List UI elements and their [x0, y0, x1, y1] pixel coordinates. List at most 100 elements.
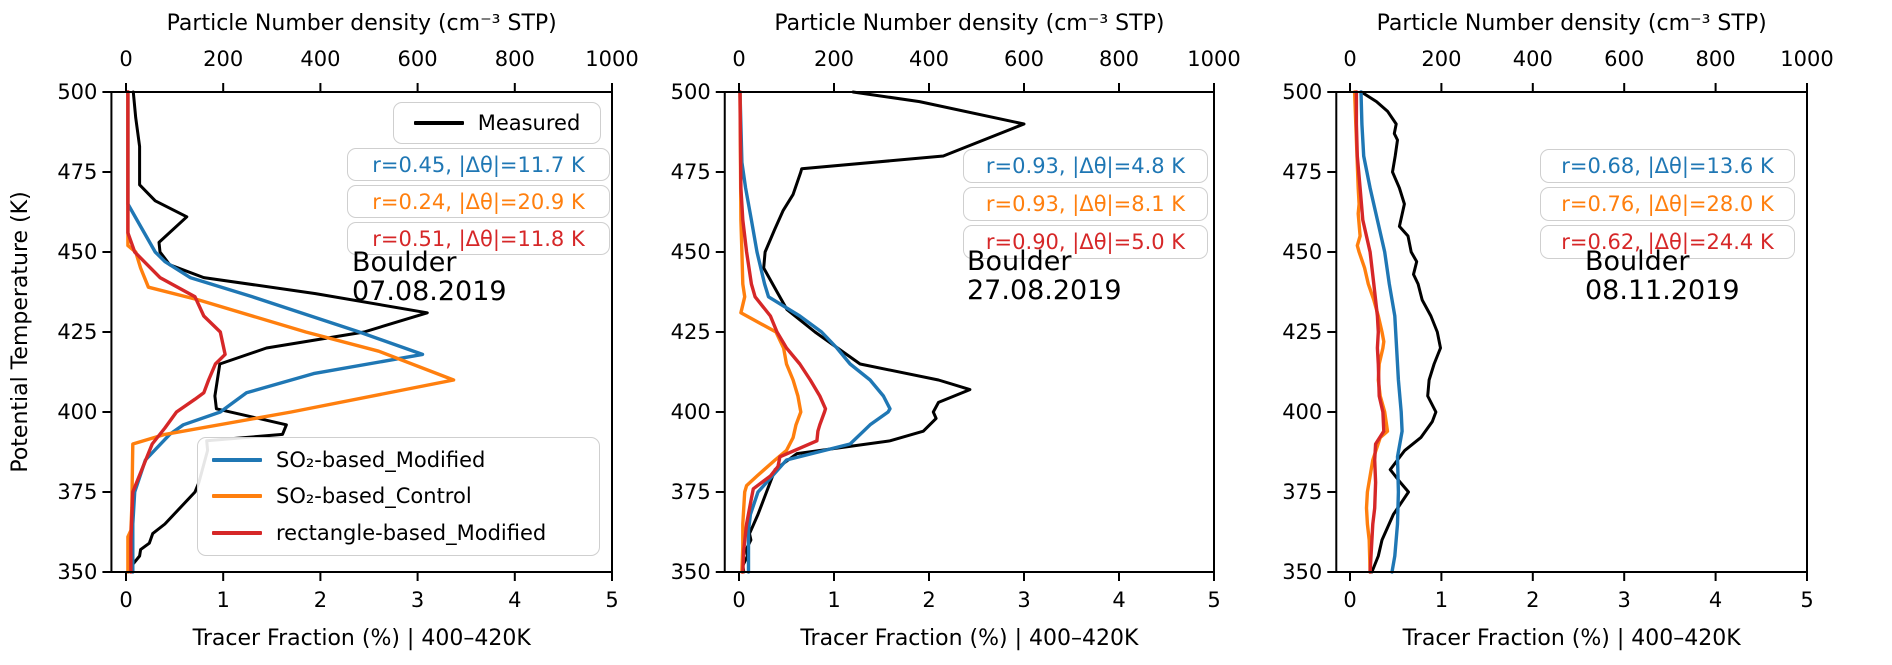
so-based-modified-curve-panel-3 — [1359, 90, 1404, 574]
left-tick-label: 350 — [671, 560, 711, 584]
legend-item-rectangle: rectangle-based_Modified — [198, 515, 599, 551]
top-tick-label: 800 — [1696, 47, 1736, 71]
bottom-tick-label: 0 — [1343, 588, 1356, 612]
rectangle-line-swatch — [212, 530, 262, 535]
stats-panel1-so2-modified: r=0.45, |Δθ|=11.7 K — [347, 148, 610, 181]
y-axis-title: Potential Temperature (K) — [8, 191, 33, 472]
bottom-tick-label: 5 — [1800, 588, 1813, 612]
stats-panel3-rectangle: r=0.62, |Δθ|=24.4 K — [1540, 225, 1795, 259]
rectangle-based-modified-curve-panel-1 — [126, 90, 227, 574]
left-tick-label: 450 — [57, 240, 97, 264]
top-tick-label: 200 — [814, 47, 854, 71]
rectangle-based-modified-curve-panel-2 — [738, 90, 828, 574]
top-tick-label: 600 — [1604, 47, 1644, 71]
left-tick-label: 450 — [671, 240, 711, 264]
bottom-tick-label: 2 — [314, 588, 327, 612]
bottom-tick-label: 5 — [605, 588, 618, 612]
annotation-panel3-location: Boulder — [1585, 246, 1690, 277]
left-tick-label: 425 — [1282, 320, 1322, 344]
so-based-control-curve-panel-2 — [738, 90, 803, 574]
legend-item-label: rectangle-based_Modified — [276, 520, 547, 545]
stats-panel2-rectangle: r=0.90, |Δθ|=5.0 K — [963, 225, 1208, 259]
annotation-panel2: Boulder 27.08.2019 — [967, 247, 1122, 305]
annotation-panel1-location: Boulder — [352, 247, 457, 278]
so-based-control-curve-panel-3 — [1352, 90, 1390, 574]
left-tick-label: 375 — [671, 480, 711, 504]
annotation-panel2-date: 27.08.2019 — [967, 275, 1122, 306]
left-tick-label: 475 — [57, 160, 97, 184]
bottom-tick-label: 5 — [1207, 588, 1220, 612]
bottom-tick-label: 4 — [1112, 588, 1125, 612]
top-tick-label: 0 — [1343, 47, 1356, 71]
top-tick-label: 400 — [300, 47, 340, 71]
bottom-axis-title: Tracer Fraction (%) | 400–420K — [1402, 626, 1742, 651]
bottom-axis-title: Tracer Fraction (%) | 400–420K — [799, 626, 1139, 651]
left-tick-label: 500 — [57, 80, 97, 104]
measured-curve-panel-2 — [741, 90, 1026, 574]
bottom-tick-label: 1 — [1435, 588, 1448, 612]
annotation-panel3: Boulder 08.11.2019 — [1585, 247, 1740, 305]
stats-panel2-so2-control: r=0.93, |Δθ|=8.1 K — [963, 187, 1208, 221]
bottom-tick-label: 3 — [411, 588, 424, 612]
so2-modified-line-swatch — [212, 458, 262, 463]
legend-item-so2-control: SO₂-based_Control — [198, 478, 599, 514]
left-tick-label: 350 — [1282, 560, 1322, 584]
left-tick-label: 450 — [1282, 240, 1322, 264]
top-axis-title: Particle Number density (cm⁻³ STP) — [1377, 11, 1767, 36]
legend-measured-label: Measured — [477, 111, 581, 135]
measured-line-swatch — [413, 121, 464, 125]
measured-curve-panel-3 — [1359, 90, 1442, 574]
top-tick-label: 600 — [1004, 47, 1044, 71]
top-tick-label: 400 — [909, 47, 949, 71]
legend-item-label: SO₂-based_Modified — [276, 448, 486, 473]
stats-panel2-so2-modified: r=0.93, |Δθ|=4.8 K — [963, 149, 1208, 183]
bottom-tick-label: 1 — [827, 588, 840, 612]
rectangle-based-modified-curve-panel-3 — [1354, 90, 1386, 574]
legend-item-so2-modified: SO₂-based_Modified — [198, 442, 599, 478]
so2-control-line-swatch — [212, 494, 262, 499]
bottom-tick-label: 3 — [1017, 588, 1030, 612]
bottom-tick-label: 2 — [922, 588, 935, 612]
left-tick-label: 500 — [1282, 80, 1322, 104]
bottom-tick-label: 0 — [732, 588, 745, 612]
measured-curve-panel-1 — [126, 90, 429, 574]
left-tick-label: 425 — [671, 320, 711, 344]
bottom-axis-title: Tracer Fraction (%) | 400–420K — [192, 626, 532, 651]
legend-measured: Measured — [393, 102, 601, 144]
left-tick-label: 400 — [57, 400, 97, 424]
top-tick-label: 0 — [732, 47, 745, 71]
top-tick-label: 800 — [495, 47, 535, 71]
panel-3: 0 200 400 600 800 1000 Particle Number density… — [1282, 11, 1834, 651]
stats-panel3-so2-modified: r=0.68, |Δθ|=13.6 K — [1540, 149, 1795, 183]
top-axis-title: Particle Number density (cm⁻³ STP) — [774, 11, 1164, 36]
top-tick-label: 0 — [119, 47, 132, 71]
top-tick-label: 1000 — [1780, 47, 1833, 71]
top-tick-label: 200 — [1421, 47, 1461, 71]
annotation-panel2-location: Boulder — [967, 246, 1072, 277]
top-axis-title: Particle Number density (cm⁻³ STP) — [167, 11, 557, 36]
bottom-tick-label: 4 — [508, 588, 521, 612]
left-tick-label: 400 — [1282, 400, 1322, 424]
top-tick-label: 400 — [1513, 47, 1553, 71]
stats-panel1-rectangle: r=0.51, |Δθ|=11.8 K — [347, 222, 610, 255]
legend-series: SO₂-based_Modified SO₂-based_Control rec… — [197, 437, 600, 556]
left-tick-label: 400 — [671, 400, 711, 424]
top-tick-label: 800 — [1099, 47, 1139, 71]
bottom-tick-label: 3 — [1618, 588, 1631, 612]
top-tick-label: 1000 — [1187, 47, 1240, 71]
left-tick-label: 475 — [1282, 160, 1322, 184]
legend-item-label: SO₂-based_Control — [276, 484, 472, 509]
bottom-tick-label: 1 — [217, 588, 230, 612]
stats-panel1-so2-control: r=0.24, |Δθ|=20.9 K — [347, 185, 610, 218]
annotation-panel1-date: 07.08.2019 — [352, 276, 507, 307]
panel-1: 0 200 400 600 800 1000 Particle Number density… — [57, 11, 638, 651]
bottom-tick-label: 2 — [1526, 588, 1539, 612]
left-tick-label: 350 — [57, 560, 97, 584]
so-based-modified-curve-panel-2 — [738, 90, 892, 574]
top-tick-label: 1000 — [585, 47, 638, 71]
panel-2: 0 200 400 600 800 1000 Particle Number density… — [671, 11, 1241, 651]
stats-panel3-so2-control: r=0.76, |Δθ|=28.0 K — [1540, 187, 1795, 221]
